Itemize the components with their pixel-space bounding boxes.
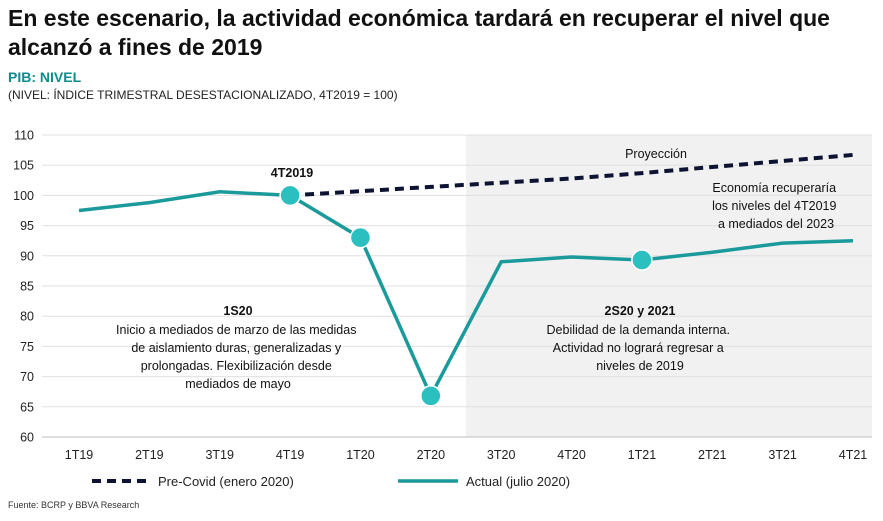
x-tick-label: 1T20	[346, 448, 375, 462]
annotation-1s20-title: 1S20	[223, 304, 252, 318]
y-tick-label: 70	[20, 370, 34, 384]
x-tick-label: 1T19	[65, 448, 94, 462]
annotation-2s20-line-2: Actividad no logrará regresar a	[553, 341, 724, 355]
y-tick-label: 110	[14, 129, 34, 143]
x-tick-label: 2T21	[698, 448, 727, 462]
annotation-1s20-line-3: prolongadas. Flexibilización desde	[141, 359, 332, 373]
data-point-marker	[349, 226, 372, 249]
annotation-recovery-line-2: los niveles del 4T2019	[712, 199, 836, 213]
annotation-projection: Proyección	[625, 147, 687, 161]
annotation-2s20-line-3: niveles de 2019	[596, 359, 684, 373]
legend-label-precovid: Pre-Covid (enero 2020)	[158, 474, 294, 489]
annotation-recovery-line-3: a mediados del 2023	[718, 217, 834, 231]
x-tick-label: 2T20	[417, 448, 446, 462]
x-tick-label: 4T19	[276, 448, 305, 462]
series-markers	[279, 184, 653, 407]
y-tick-label: 65	[20, 400, 34, 414]
gridlines	[42, 134, 872, 438]
annotation-2s20-line-1: Debilidad de la demanda interna.	[547, 323, 730, 337]
chart-unit-note: (NIVEL: ÍNDICE TRIMESTRAL DESESTACIONALI…	[8, 88, 398, 102]
x-tick-label: 3T19	[205, 448, 234, 462]
y-tick-label: 100	[13, 189, 34, 203]
y-tick-label: 80	[20, 310, 34, 324]
x-tick-label: 3T20	[487, 448, 516, 462]
x-axis-ticks: 1T19 2T19 3T19 4T19 1T20 2T20 3T20 4T20 1T21 2T21…	[65, 448, 868, 462]
chart-subtitle: PIB: NIVEL	[8, 69, 82, 85]
data-point-marker	[420, 385, 442, 407]
chart-title: En este escenario, la actividad económic…	[8, 5, 830, 60]
y-tick-label: 60	[20, 431, 34, 445]
y-tick-label: 95	[20, 219, 34, 233]
data-point-marker	[279, 184, 301, 207]
series-line-precovid	[289, 152, 854, 198]
annotation-1s20-line-2: de aislamiento duras, generalizadas y	[131, 341, 342, 355]
annotation-1s20-text: Inicio a mediados de marzo de las medida…	[116, 323, 360, 391]
legend-label-actual: Actual (julio 2020)	[466, 474, 570, 489]
source-note: Fuente: BCRP y BBVA Research	[8, 500, 140, 510]
x-tick-label: 4T21	[839, 448, 868, 462]
y-tick-label: 105	[13, 159, 34, 173]
y-tick-label: 75	[20, 340, 34, 354]
annotation-2s20-title: 2S20 y 2021	[605, 304, 676, 318]
y-axis-ticks: 60 65 70 75 80 85 90 95 100 105 110	[13, 129, 34, 445]
y-tick-label: 85	[20, 280, 34, 294]
x-tick-label: 1T21	[628, 448, 657, 462]
legend: Pre-Covid (enero 2020) Actual (julio 202…	[92, 474, 570, 489]
annotation-1s20-line-1: Inicio a mediados de marzo de las medida…	[116, 323, 356, 337]
annotation-1s20-line-4: mediados de mayo	[185, 377, 291, 391]
x-tick-label: 2T19	[135, 448, 164, 462]
annotation-4t2019: 4T2019	[271, 166, 313, 180]
annotation-2s20-text: Debilidad de la demanda interna. Activid…	[547, 323, 734, 373]
x-tick-label: 4T20	[557, 448, 586, 462]
annotation-recovery: Economía recuperaría los niveles del 4T2…	[712, 181, 840, 231]
annotation-recovery-line-1: Economía recuperaría	[712, 181, 836, 195]
x-tick-label: 3T21	[768, 448, 797, 462]
data-point-marker	[631, 249, 653, 271]
y-tick-label: 90	[20, 249, 34, 263]
series-line-actual	[78, 190, 854, 400]
